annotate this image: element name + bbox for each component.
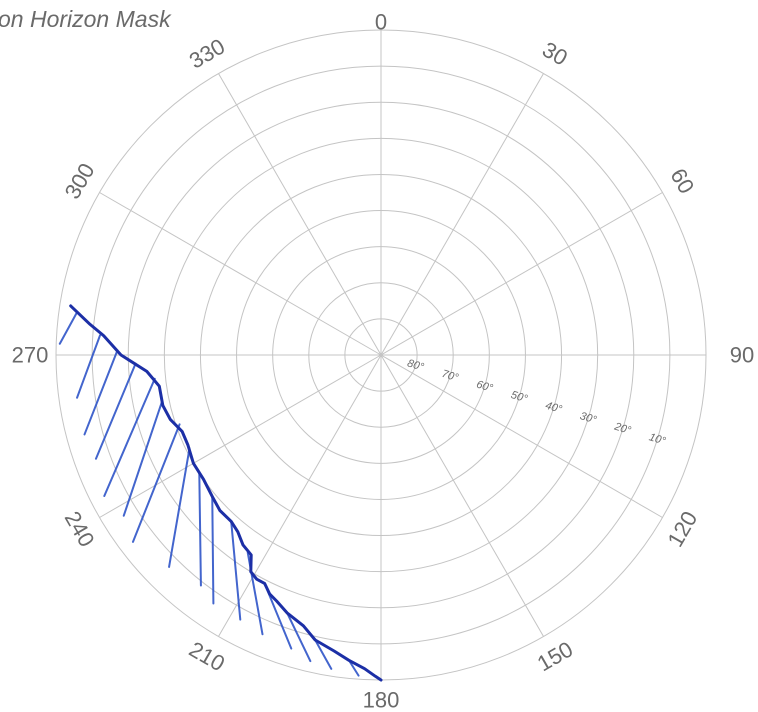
- polar-grid: [55, 29, 707, 681]
- hatch-stroke-10: [230, 520, 242, 621]
- obstruction-hatching: [58, 311, 360, 677]
- azimuth-spoke-120: [380, 354, 663, 518]
- hatch-stroke-6: [131, 423, 181, 543]
- hatch-stroke-14: [314, 639, 333, 670]
- hatch-stroke-1: [76, 334, 102, 399]
- hatch-stroke-0: [58, 311, 79, 345]
- azimuth-spoke-210: [218, 354, 382, 637]
- elevation-label-40: 40°: [544, 400, 564, 417]
- azimuth-label-210: 210: [185, 636, 229, 676]
- azimuth-label-300: 300: [60, 159, 100, 203]
- elevation-label-20: 20°: [612, 420, 633, 437]
- elevation-labels: 80° 70° 60° 50° 40° 30° 20° 10°: [406, 357, 668, 447]
- azimuth-label-60: 60: [665, 164, 699, 198]
- azimuth-spoke-240: [99, 354, 382, 518]
- azimuth-spoke-300: [99, 192, 382, 356]
- azimuth-label-0: 0: [375, 10, 387, 35]
- hatch-stroke-3: [94, 362, 137, 460]
- azimuth-spoke-60: [380, 192, 663, 356]
- elevation-label-30: 30°: [578, 410, 598, 427]
- azimuth-labels: 0 30 60 90 120 150 180 210 240 270 300 330: [12, 10, 755, 712]
- elevation-label-80: 80°: [406, 357, 426, 374]
- elevation-label-60: 60°: [475, 378, 495, 395]
- chart-title: on Horizon Mask: [0, 6, 171, 32]
- azimuth-label-330: 330: [185, 34, 229, 74]
- azimuth-label-150: 150: [533, 636, 577, 676]
- horizon-mask-line: [69, 304, 383, 682]
- hatch-stroke-5: [122, 400, 164, 517]
- azimuth-label-90: 90: [730, 343, 754, 368]
- azimuth-label-180: 180: [363, 688, 400, 712]
- hatch-stroke-4: [103, 377, 156, 497]
- azimuth-label-30: 30: [538, 37, 572, 71]
- azimuth-label-270: 270: [12, 343, 49, 368]
- hatch-stroke-7: [168, 447, 191, 568]
- hatch-stroke-13: [286, 611, 312, 663]
- azimuth-label-240: 240: [60, 507, 100, 551]
- azimuth-spoke-330: [218, 73, 382, 356]
- hatch-stroke-8: [198, 472, 202, 587]
- elevation-label-70: 70°: [440, 368, 460, 385]
- azimuth-spoke-30: [380, 73, 544, 356]
- hatch-stroke-2: [83, 349, 119, 436]
- azimuth-spoke-150: [380, 354, 544, 637]
- elevation-label-10: 10°: [648, 431, 668, 448]
- elevation-label-50: 50°: [509, 389, 529, 406]
- azimuth-label-120: 120: [662, 507, 702, 551]
- hatch-stroke-9: [211, 495, 215, 605]
